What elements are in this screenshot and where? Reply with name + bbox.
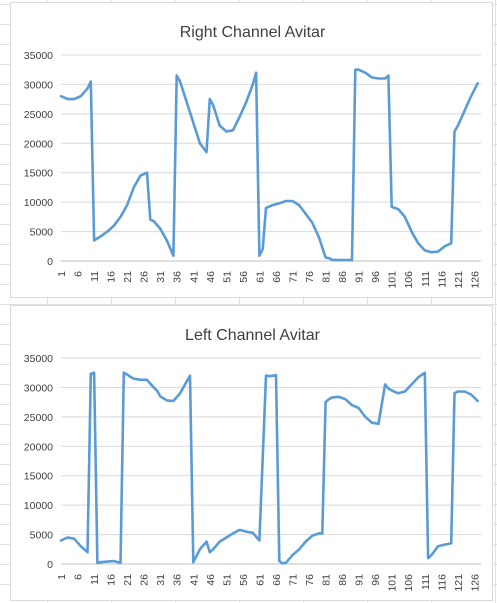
x-tick-label: 21 — [122, 574, 134, 586]
y-tick-label: 20000 — [24, 441, 53, 453]
y-tick-label: 30000 — [24, 382, 53, 394]
x-tick-label: 26 — [139, 574, 151, 586]
x-tick-label: 71 — [287, 574, 299, 586]
x-tick-label: 76 — [304, 574, 316, 586]
y-tick-label: 25000 — [24, 412, 53, 424]
x-tick-label: 1 — [56, 271, 68, 277]
x-tick-label: 61 — [254, 271, 266, 283]
x-tick-label: 91 — [354, 574, 366, 586]
y-tick-label: 25000 — [24, 109, 53, 121]
x-tick-label: 6 — [73, 574, 85, 580]
x-tick-label: 111 — [420, 271, 432, 287]
x-tick-label: 6 — [73, 271, 85, 277]
x-tick-label: 81 — [321, 574, 333, 586]
x-tick-label: 81 — [321, 271, 333, 283]
x-tick-label: 26 — [139, 271, 151, 283]
x-tick-label: 126 — [469, 271, 481, 289]
x-tick-label: 111 — [420, 574, 432, 590]
x-tick-label: 66 — [271, 271, 283, 283]
y-tick-label: 15000 — [24, 471, 53, 483]
x-tick-label: 126 — [469, 574, 481, 592]
x-tick-label: 31 — [155, 271, 167, 283]
x-tick-label: 51 — [221, 574, 233, 586]
x-tick-label: 16 — [106, 271, 118, 283]
x-tick-label: 51 — [221, 271, 233, 283]
x-tick-label: 11 — [89, 271, 101, 282]
x-tick-label: 46 — [205, 271, 217, 283]
x-tick-label: 36 — [172, 271, 184, 283]
y-tick-label: 15000 — [24, 168, 53, 180]
y-tick-label: 30000 — [24, 79, 53, 91]
x-tick-label: 61 — [254, 574, 266, 586]
x-tick-label: 11 — [89, 574, 101, 585]
x-tick-label: 31 — [155, 574, 167, 586]
x-tick-label: 91 — [354, 271, 366, 283]
chart-title: Right Channel Avitar — [180, 24, 326, 41]
y-tick-label: 35000 — [24, 353, 53, 365]
x-tick-label: 101 — [387, 271, 399, 289]
x-tick-label: 86 — [337, 271, 349, 283]
chart-svg-right-channel: Right Channel Avitar 0 5000 10000 15000 20000… — [24, 24, 482, 289]
x-tick-label: 101 — [387, 574, 399, 592]
x-tick-label: 106 — [403, 574, 415, 592]
x-tick-label: 121 — [453, 271, 465, 289]
x-tick-label: 36 — [172, 574, 184, 586]
chart-right-channel[interactable]: Right Channel Avitar 0 5000 10000 15000 20000… — [10, 2, 493, 298]
x-tick-label: 121 — [453, 574, 465, 592]
x-tick-label: 116 — [436, 271, 448, 288]
x-tick-label: 41 — [188, 574, 200, 586]
x-tick-label: 41 — [188, 271, 200, 283]
x-tick-label: 46 — [205, 574, 217, 586]
y-tick-label: 0 — [47, 256, 53, 268]
x-tick-label: 116 — [436, 574, 448, 591]
x-tick-label: 56 — [238, 271, 250, 283]
x-tick-label: 76 — [304, 271, 316, 283]
x-tick-label: 106 — [403, 271, 415, 289]
x-tick-label: 66 — [271, 574, 283, 586]
x-tick-label: 96 — [370, 271, 382, 283]
y-tick-label: 5000 — [30, 227, 54, 239]
series-line — [59, 371, 480, 565]
series-line — [59, 68, 480, 262]
x-tick-label: 16 — [106, 574, 118, 586]
chart-svg-left-channel: Left Channel Avitar 0 5000 10000 15000 20000 2… — [24, 327, 482, 592]
y-tick-label: 0 — [47, 559, 53, 571]
x-tick-label: 96 — [370, 574, 382, 586]
x-tick-label: 86 — [337, 574, 349, 586]
y-tick-label: 10000 — [24, 197, 53, 209]
chart-title: Left Channel Avitar — [185, 327, 321, 344]
x-tick-label: 21 — [122, 271, 134, 283]
y-tick-label: 5000 — [30, 530, 54, 542]
x-tick-label: 56 — [238, 574, 250, 586]
x-tick-label: 71 — [287, 271, 299, 283]
y-tick-label: 35000 — [24, 50, 53, 62]
x-tick-label: 1 — [56, 574, 68, 580]
chart-left-channel[interactable]: Left Channel Avitar 0 5000 10000 15000 20000 2… — [10, 305, 493, 601]
y-tick-label: 10000 — [24, 500, 53, 512]
y-tick-label: 20000 — [24, 138, 53, 150]
